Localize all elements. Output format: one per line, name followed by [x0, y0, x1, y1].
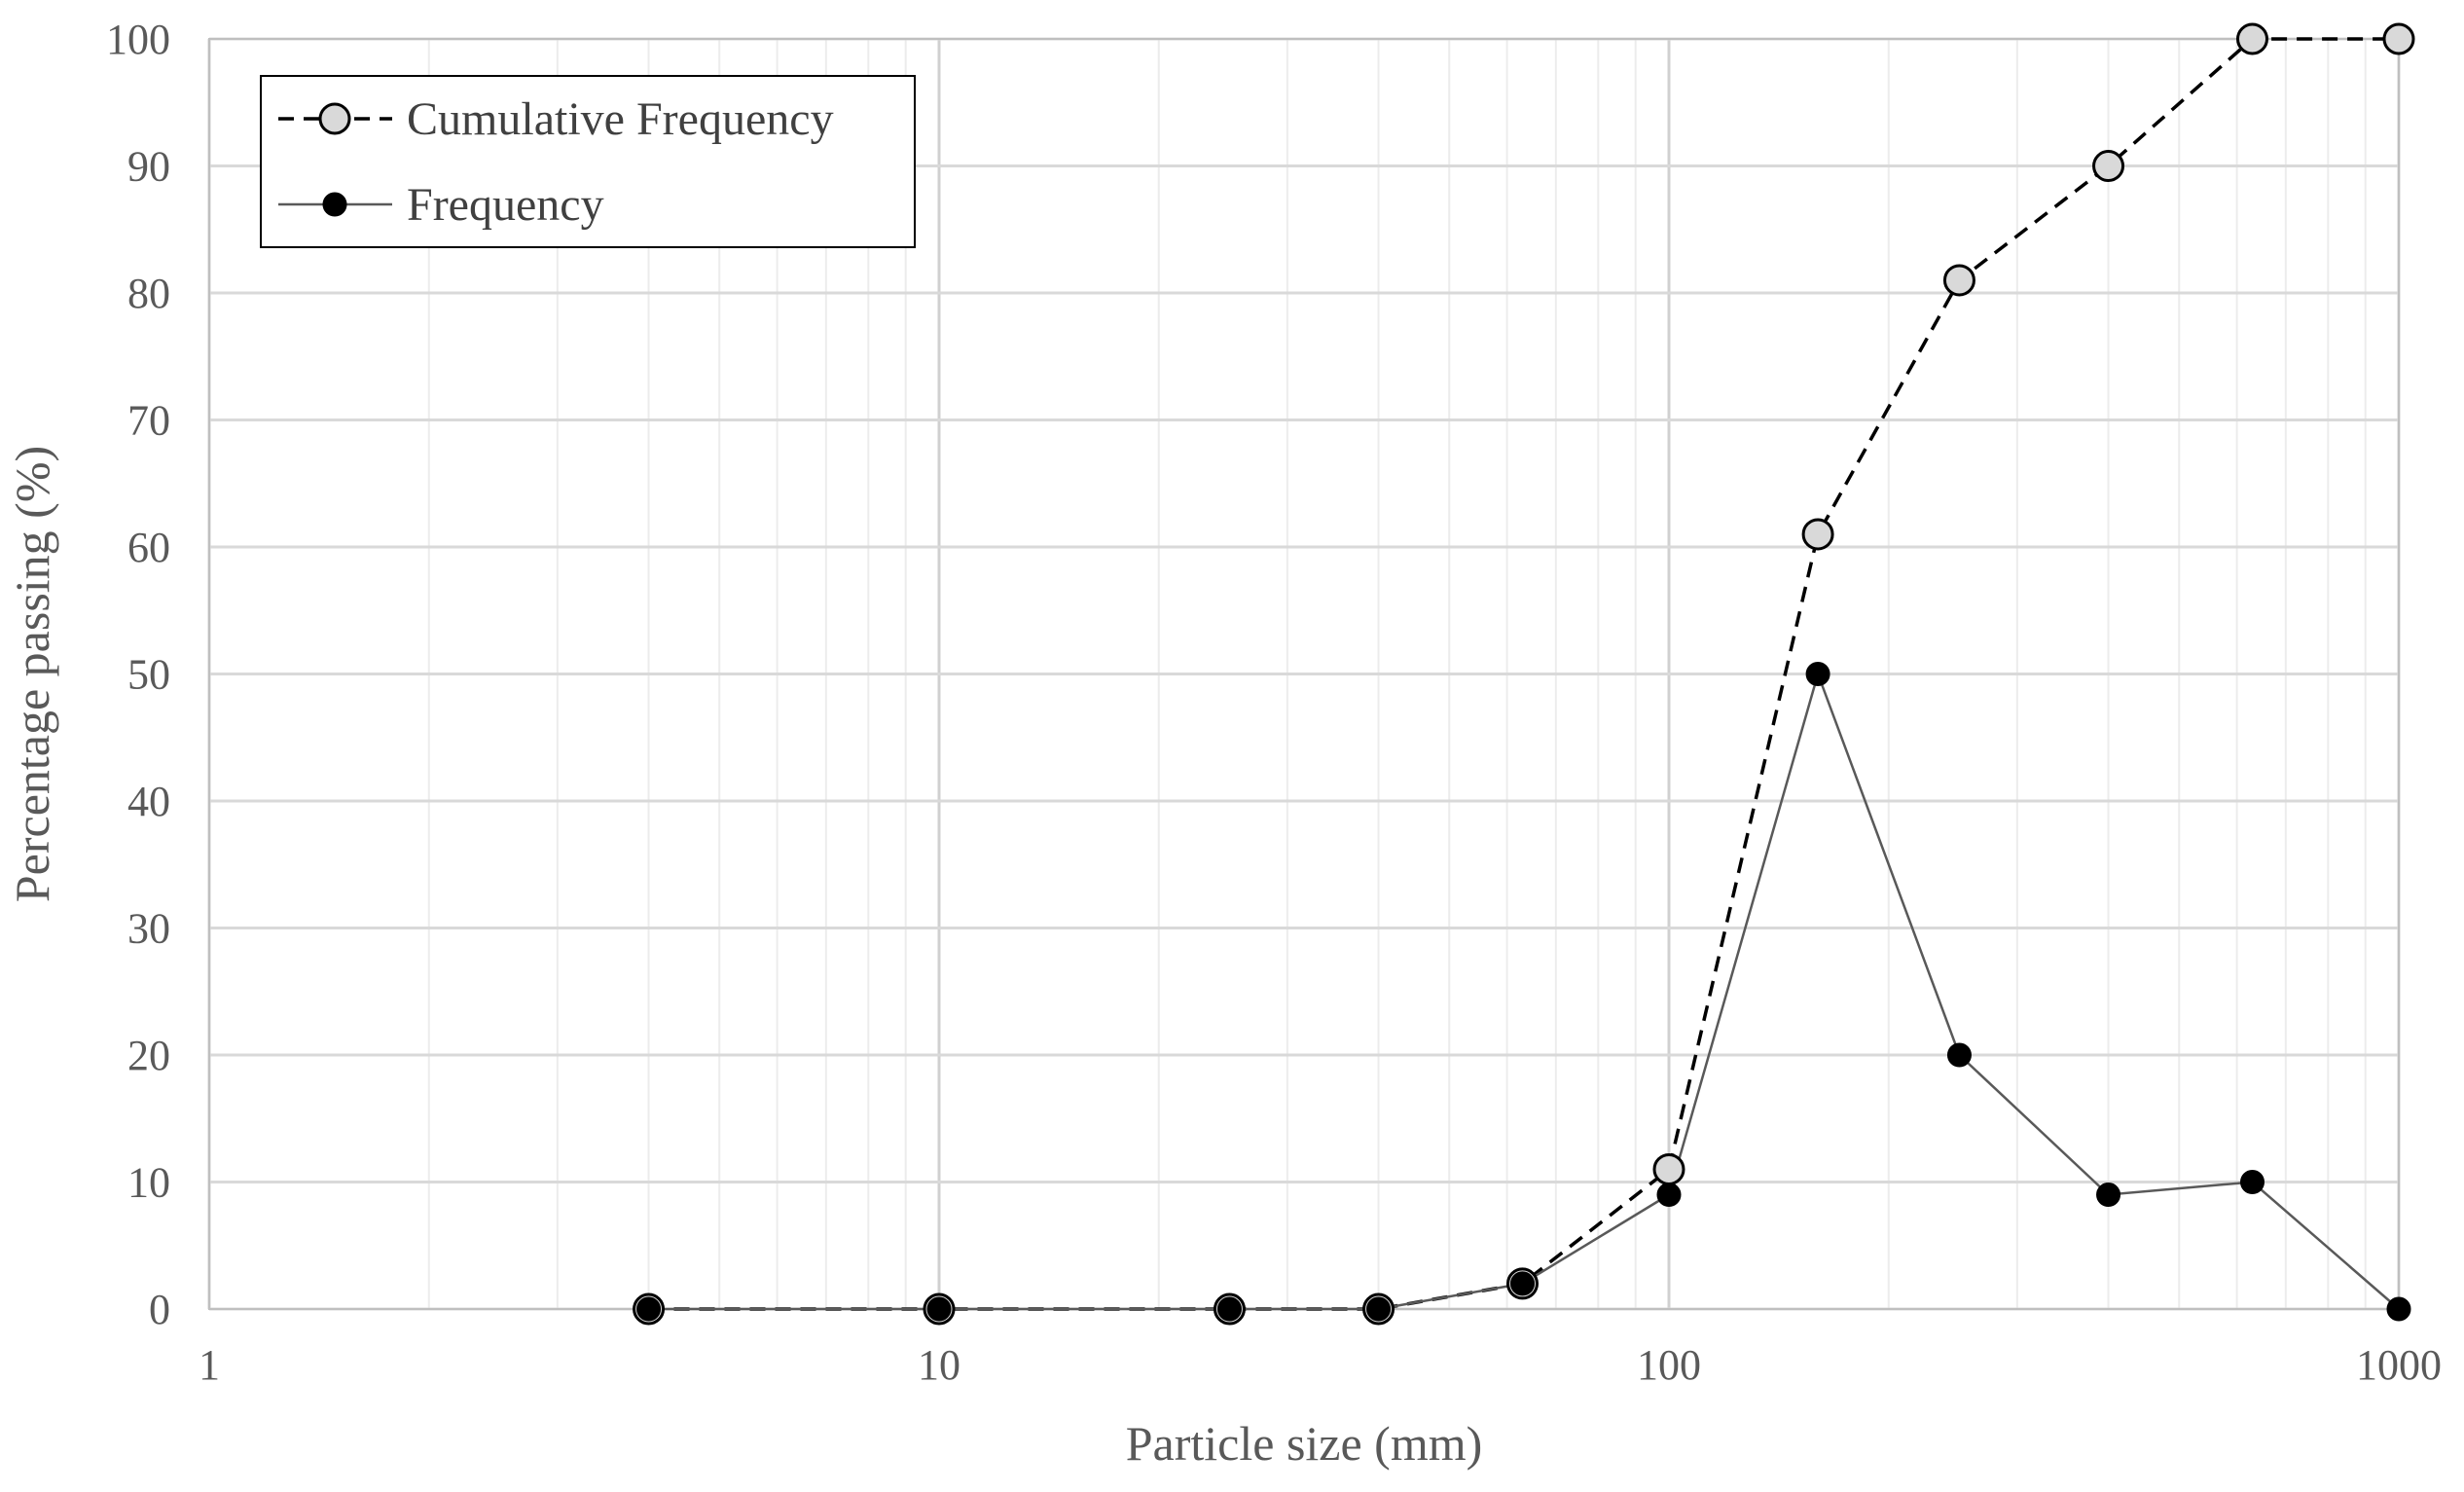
y-tick-label: 100 [106, 16, 170, 63]
series-line-frequency [648, 670, 2400, 1311]
legend-cumulative-marker [318, 102, 351, 135]
legend-cumulative-label: Cumulative Frequency [407, 93, 834, 145]
cumulative-point [2236, 22, 2269, 55]
cumulative-point [1652, 1152, 1685, 1185]
legend-frequency-label: Frequency [407, 179, 604, 231]
y-tick-label: 20 [127, 1032, 170, 1079]
y-tick-labels: 0 10 20 30 40 50 60 70 80 90 100 [106, 16, 170, 1333]
frequency-point [2240, 1170, 2265, 1194]
frequency-point [636, 1296, 662, 1322]
x-tick-label: 10 [918, 1341, 960, 1389]
legend-box [260, 75, 916, 248]
y-tick-label: 70 [127, 397, 170, 445]
y-tick-label: 60 [127, 524, 170, 571]
frequency-point [1805, 662, 1830, 686]
y-tick-label: 90 [127, 143, 170, 191]
x-tick-label: 100 [1637, 1341, 1701, 1389]
frequency-point [926, 1296, 952, 1322]
frequency-point [1510, 1271, 1536, 1296]
cumulative-point [1801, 518, 1834, 551]
y-tick-label: 10 [127, 1159, 170, 1207]
cumulative-point [1942, 264, 1975, 297]
x-tick-label: 1000 [2356, 1341, 2442, 1389]
frequency-point [1216, 1296, 1242, 1322]
frequency-point [2386, 1296, 2411, 1322]
y-tick-label: 50 [127, 651, 170, 699]
x-axis-title: Particle size (mm) [1126, 1416, 1483, 1471]
x-tick-label: 1 [199, 1341, 220, 1389]
frequency-point [2096, 1183, 2121, 1208]
legend-frequency-marker [322, 192, 347, 217]
cumulative-point [2382, 22, 2415, 55]
series-layer [633, 22, 2415, 1326]
y-tick-label: 0 [149, 1286, 170, 1333]
x-tick-labels: 1 10 100 1000 [199, 1341, 2442, 1389]
y-tick-label: 30 [127, 905, 170, 953]
frequency-point [1366, 1296, 1392, 1322]
y-tick-label: 40 [127, 778, 170, 825]
y-axis-title: Percentage passing (%) [5, 446, 59, 902]
frequency-point [1656, 1183, 1682, 1208]
legend: Cumulative Frequency Frequency [260, 75, 916, 248]
y-tick-label: 80 [127, 270, 170, 317]
cumulative-point [2092, 150, 2125, 182]
frequency-point [1946, 1042, 1972, 1068]
